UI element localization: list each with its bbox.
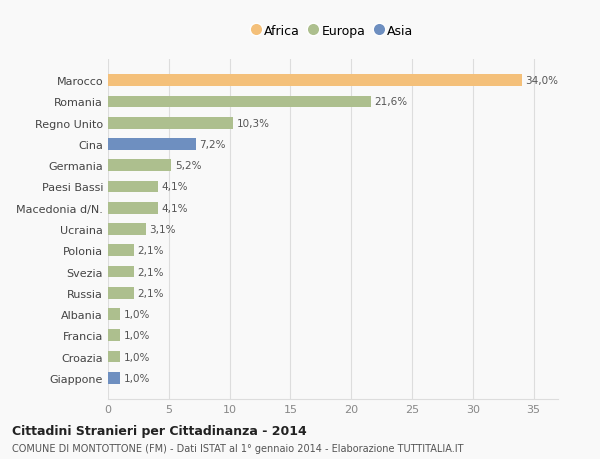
Text: 1,0%: 1,0% — [124, 330, 150, 341]
Bar — [108, 118, 233, 129]
Text: 34,0%: 34,0% — [525, 76, 558, 86]
Bar — [108, 160, 171, 172]
Bar — [108, 75, 521, 87]
Bar — [108, 330, 120, 341]
Bar — [108, 351, 120, 363]
Text: 7,2%: 7,2% — [199, 140, 226, 150]
Text: 3,1%: 3,1% — [149, 224, 176, 235]
Bar — [108, 139, 196, 151]
Bar — [108, 202, 158, 214]
Text: 4,1%: 4,1% — [161, 182, 188, 192]
Text: 4,1%: 4,1% — [161, 203, 188, 213]
Bar — [108, 372, 120, 384]
Bar — [108, 308, 120, 320]
Text: 21,6%: 21,6% — [374, 97, 407, 107]
Text: 2,1%: 2,1% — [137, 246, 164, 256]
Text: 1,0%: 1,0% — [124, 352, 150, 362]
Legend: Africa, Europa, Asia: Africa, Europa, Asia — [247, 18, 419, 44]
Bar — [108, 181, 158, 193]
Text: Cittadini Stranieri per Cittadinanza - 2014: Cittadini Stranieri per Cittadinanza - 2… — [12, 424, 307, 437]
Text: COMUNE DI MONTOTTONE (FM) - Dati ISTAT al 1° gennaio 2014 - Elaborazione TUTTITA: COMUNE DI MONTOTTONE (FM) - Dati ISTAT a… — [12, 443, 464, 453]
Text: 2,1%: 2,1% — [137, 267, 164, 277]
Bar — [108, 266, 134, 278]
Text: 1,0%: 1,0% — [124, 309, 150, 319]
Text: 1,0%: 1,0% — [124, 373, 150, 383]
Text: 2,1%: 2,1% — [137, 288, 164, 298]
Bar — [108, 96, 371, 108]
Bar — [108, 224, 146, 235]
Text: 10,3%: 10,3% — [237, 118, 270, 129]
Text: 5,2%: 5,2% — [175, 161, 202, 171]
Bar — [108, 245, 134, 257]
Bar — [108, 287, 134, 299]
